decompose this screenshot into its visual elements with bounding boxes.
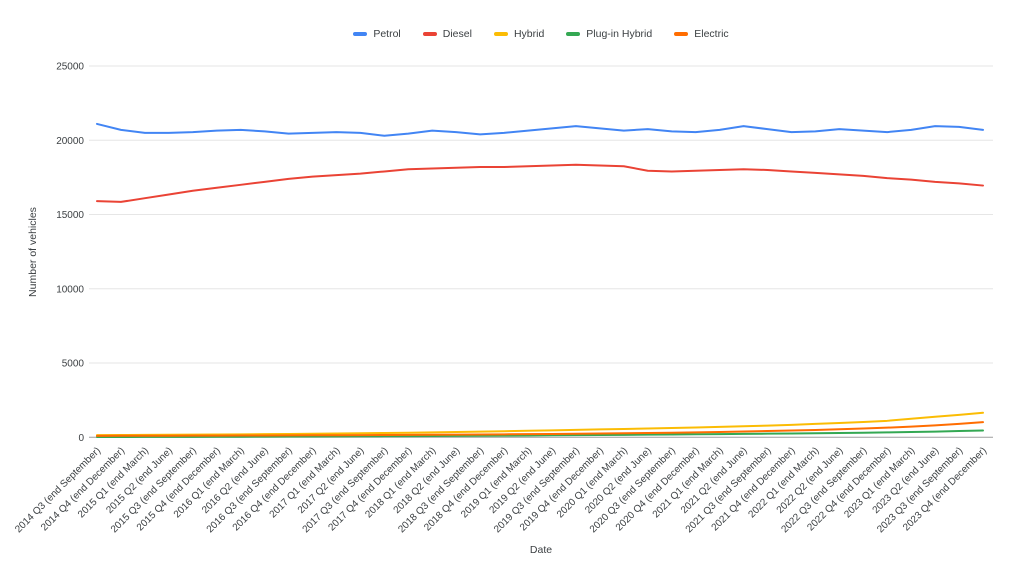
y-tick-label: 5000 bbox=[62, 359, 85, 370]
legend-item-hybrid[interactable]: Hybrid bbox=[493, 27, 545, 40]
legend-label: Petrol bbox=[373, 27, 401, 40]
chart-legend: Petrol Diesel Hybrid Plug-in Hybrid Elec… bbox=[89, 26, 993, 42]
x-axis-title: Date bbox=[529, 544, 553, 556]
y-tick-label: 0 bbox=[78, 433, 84, 444]
hybrid-swatch-icon bbox=[493, 32, 508, 36]
legend-label: Diesel bbox=[442, 27, 472, 40]
legend-item-plug-in-hybrid[interactable]: Plug-in Hybrid bbox=[566, 29, 652, 40]
legend-label: Electric bbox=[694, 27, 729, 40]
legend-item-electric[interactable]: Electric bbox=[674, 27, 729, 40]
series-line-plug-in-hybrid[interactable] bbox=[96, 429, 984, 439]
y-tick-label: 10000 bbox=[56, 284, 84, 295]
legend-label: Plug-in Hybrid bbox=[586, 27, 653, 40]
y-tick-label: 20000 bbox=[56, 136, 84, 147]
legend-item-diesel[interactable]: Diesel bbox=[422, 27, 472, 40]
electric-swatch-icon bbox=[674, 32, 689, 36]
series-line-hybrid[interactable] bbox=[96, 411, 984, 437]
diesel-swatch-icon bbox=[422, 32, 437, 36]
y-tick-label: 25000 bbox=[56, 62, 84, 73]
series-line-electric[interactable] bbox=[96, 421, 984, 437]
y-axis-title: Number of vehicles bbox=[27, 207, 39, 297]
plug-in-hybrid-swatch-icon bbox=[566, 32, 581, 36]
legend-item-petrol[interactable]: Petrol bbox=[353, 27, 401, 40]
series-line-diesel[interactable] bbox=[96, 163, 984, 203]
y-tick-label: 15000 bbox=[56, 210, 84, 221]
series-line-petrol[interactable] bbox=[96, 122, 984, 137]
legend-label: Hybrid bbox=[513, 27, 545, 40]
petrol-swatch-icon bbox=[353, 32, 368, 36]
